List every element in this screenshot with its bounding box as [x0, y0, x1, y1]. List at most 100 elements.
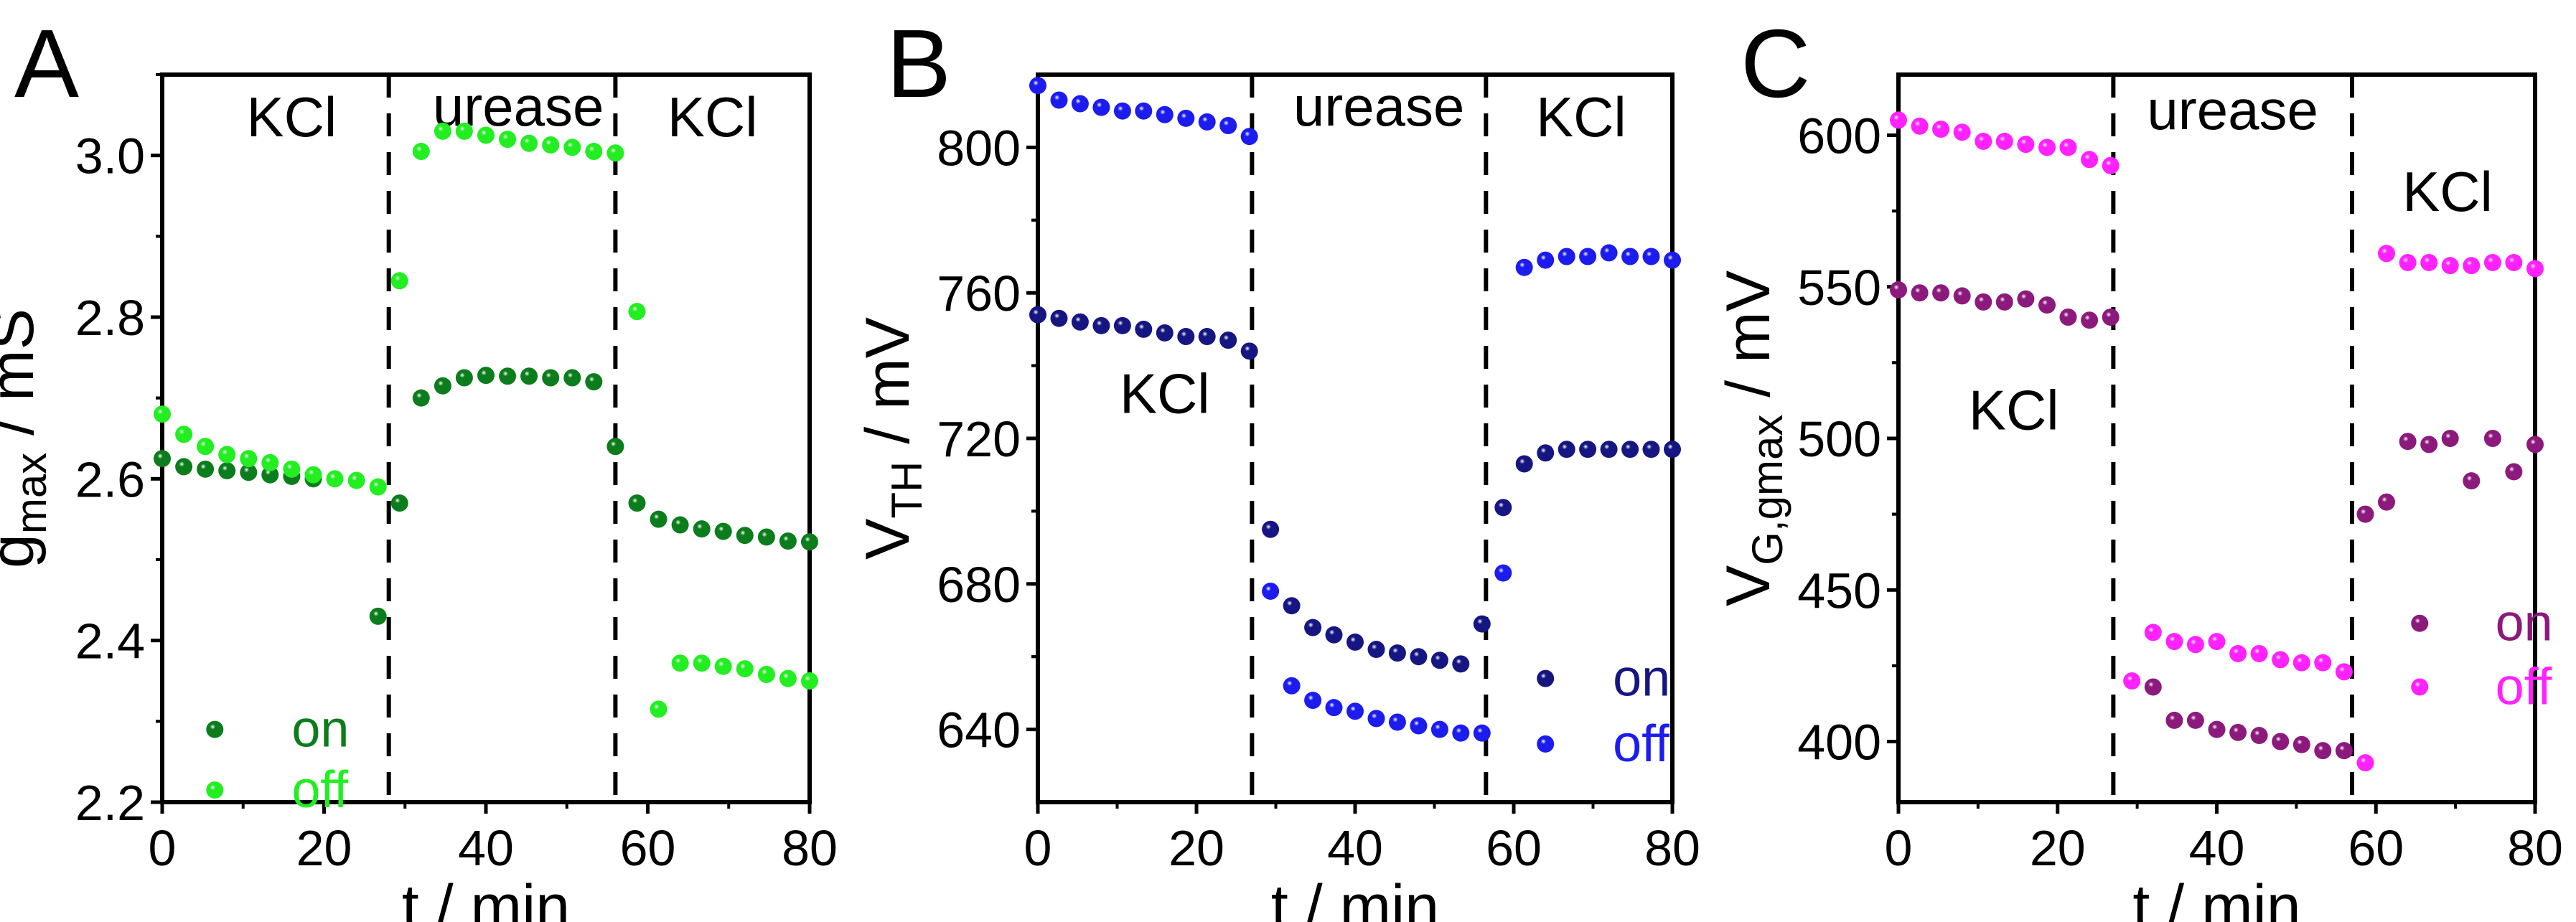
y-tick-label: 720 — [937, 411, 1021, 467]
data-point-off — [693, 654, 711, 672]
data-point-on — [1325, 626, 1343, 644]
data-point-off — [2250, 644, 2268, 662]
data-point-on — [2165, 711, 2183, 729]
data-point-on — [2059, 309, 2077, 326]
y-axis-title-subscript: max — [7, 453, 55, 534]
data-point-on — [1388, 644, 1406, 662]
data-point-on — [801, 533, 818, 551]
data-point-on — [1995, 293, 2013, 311]
y-tick-label: 760 — [937, 265, 1021, 321]
data-point-off — [650, 700, 668, 718]
data-point-off — [1262, 582, 1280, 600]
legend-marker-off — [2411, 678, 2429, 696]
x-tick-label: 40 — [2189, 820, 2245, 876]
data-point-off — [1995, 132, 2013, 150]
x-tick-label: 20 — [1168, 820, 1224, 876]
data-point-on — [2441, 430, 2459, 447]
legend-marker-off — [206, 781, 224, 799]
data-point-off — [1219, 116, 1237, 134]
y-tick-label: 640 — [937, 702, 1021, 758]
data-point-off — [1177, 109, 1195, 127]
data-point-off — [585, 143, 603, 161]
data-point-off — [2038, 138, 2056, 156]
y-axis-title-unit: / mV — [853, 317, 922, 461]
data-point-off — [2356, 754, 2374, 772]
data-point-on — [1932, 284, 1950, 302]
data-point-off — [175, 425, 193, 443]
data-point-on — [434, 377, 451, 395]
data-point-on — [218, 462, 236, 480]
y-tick-label: 3.0 — [75, 128, 145, 184]
y-tick-label: 450 — [1797, 563, 1881, 618]
data-point-on — [542, 369, 560, 387]
data-point-on — [2229, 723, 2247, 741]
data-point-off — [1325, 699, 1343, 717]
data-point-off — [1494, 564, 1512, 582]
data-point-on — [2250, 727, 2268, 745]
data-point-on — [1240, 342, 1258, 360]
x-tick-label: 60 — [2348, 820, 2404, 876]
data-point-on — [1346, 633, 1364, 651]
data-point-on — [499, 367, 517, 385]
data-point-on — [1890, 281, 1907, 298]
plot-frame — [1036, 72, 1675, 804]
data-point-on — [1262, 520, 1280, 538]
data-point-off — [1430, 720, 1448, 738]
x-tick-label: 0 — [149, 820, 177, 876]
phase-label: KCl — [2402, 160, 2493, 223]
data-point-off — [1975, 132, 1992, 150]
plot-frame — [160, 72, 812, 804]
data-point-on — [2038, 296, 2056, 314]
data-point-on — [1050, 309, 1068, 327]
y-axis-title-main: V — [853, 519, 922, 560]
data-point-off — [2059, 138, 2077, 156]
legend-label-off: off — [2496, 658, 2553, 715]
data-point-on — [2272, 733, 2290, 751]
y-axis-title: VTH / mV — [853, 317, 931, 560]
y-axis-title-main: V — [1714, 565, 1783, 606]
data-point-off — [1953, 123, 1971, 141]
data-point-on — [261, 466, 279, 484]
data-point-off — [1240, 128, 1258, 146]
x-tick-label: 0 — [1024, 820, 1052, 876]
data-point-on — [1135, 320, 1153, 338]
data-point-off — [1198, 113, 1216, 131]
data-point-off — [218, 446, 236, 464]
data-point-off — [2420, 253, 2438, 271]
legend-marker-on — [2411, 614, 2429, 632]
data-point-off — [1388, 713, 1406, 731]
data-point-on — [197, 460, 215, 478]
legend-label-on: on — [2496, 595, 2553, 652]
data-point-on — [1494, 499, 1512, 517]
data-point-on — [585, 373, 603, 391]
data-point-off — [1515, 258, 1533, 276]
y-tick-label: 2.2 — [75, 775, 145, 831]
legend-label-on: on — [1613, 650, 1670, 707]
data-point-off — [671, 654, 689, 672]
data-point-off — [1029, 77, 1046, 95]
data-point-off — [2208, 633, 2226, 651]
data-point-off — [390, 272, 408, 290]
data-point-off — [1558, 248, 1575, 265]
data-point-on — [1367, 641, 1385, 659]
data-point-on — [369, 607, 387, 625]
data-point-off — [304, 466, 322, 484]
y-tick-label: 800 — [937, 120, 1021, 176]
data-point-on — [2463, 472, 2481, 490]
panel-A: A 0 20 40 60 80 2.2 2.4 2.6 2.8 3.0 t / min gmax / m… — [0, 9, 838, 922]
data-point-on — [779, 532, 797, 550]
data-point-off — [1911, 117, 1929, 135]
phase-label: KCl — [1536, 85, 1626, 149]
data-point-off — [1135, 102, 1153, 120]
x-axis-title: t / min — [402, 872, 570, 922]
data-point-off — [347, 471, 365, 489]
data-point-off — [2272, 651, 2290, 669]
data-point-off — [606, 144, 624, 162]
y-axis-title-main: g — [0, 534, 47, 568]
y-axis-title-unit: / mS — [0, 309, 47, 453]
data-point-off — [154, 405, 171, 423]
data-point-off — [477, 126, 495, 144]
y-tick-label: 550 — [1797, 260, 1881, 316]
legend-marker-on — [1537, 669, 1555, 687]
data-point-on — [1430, 651, 1448, 669]
